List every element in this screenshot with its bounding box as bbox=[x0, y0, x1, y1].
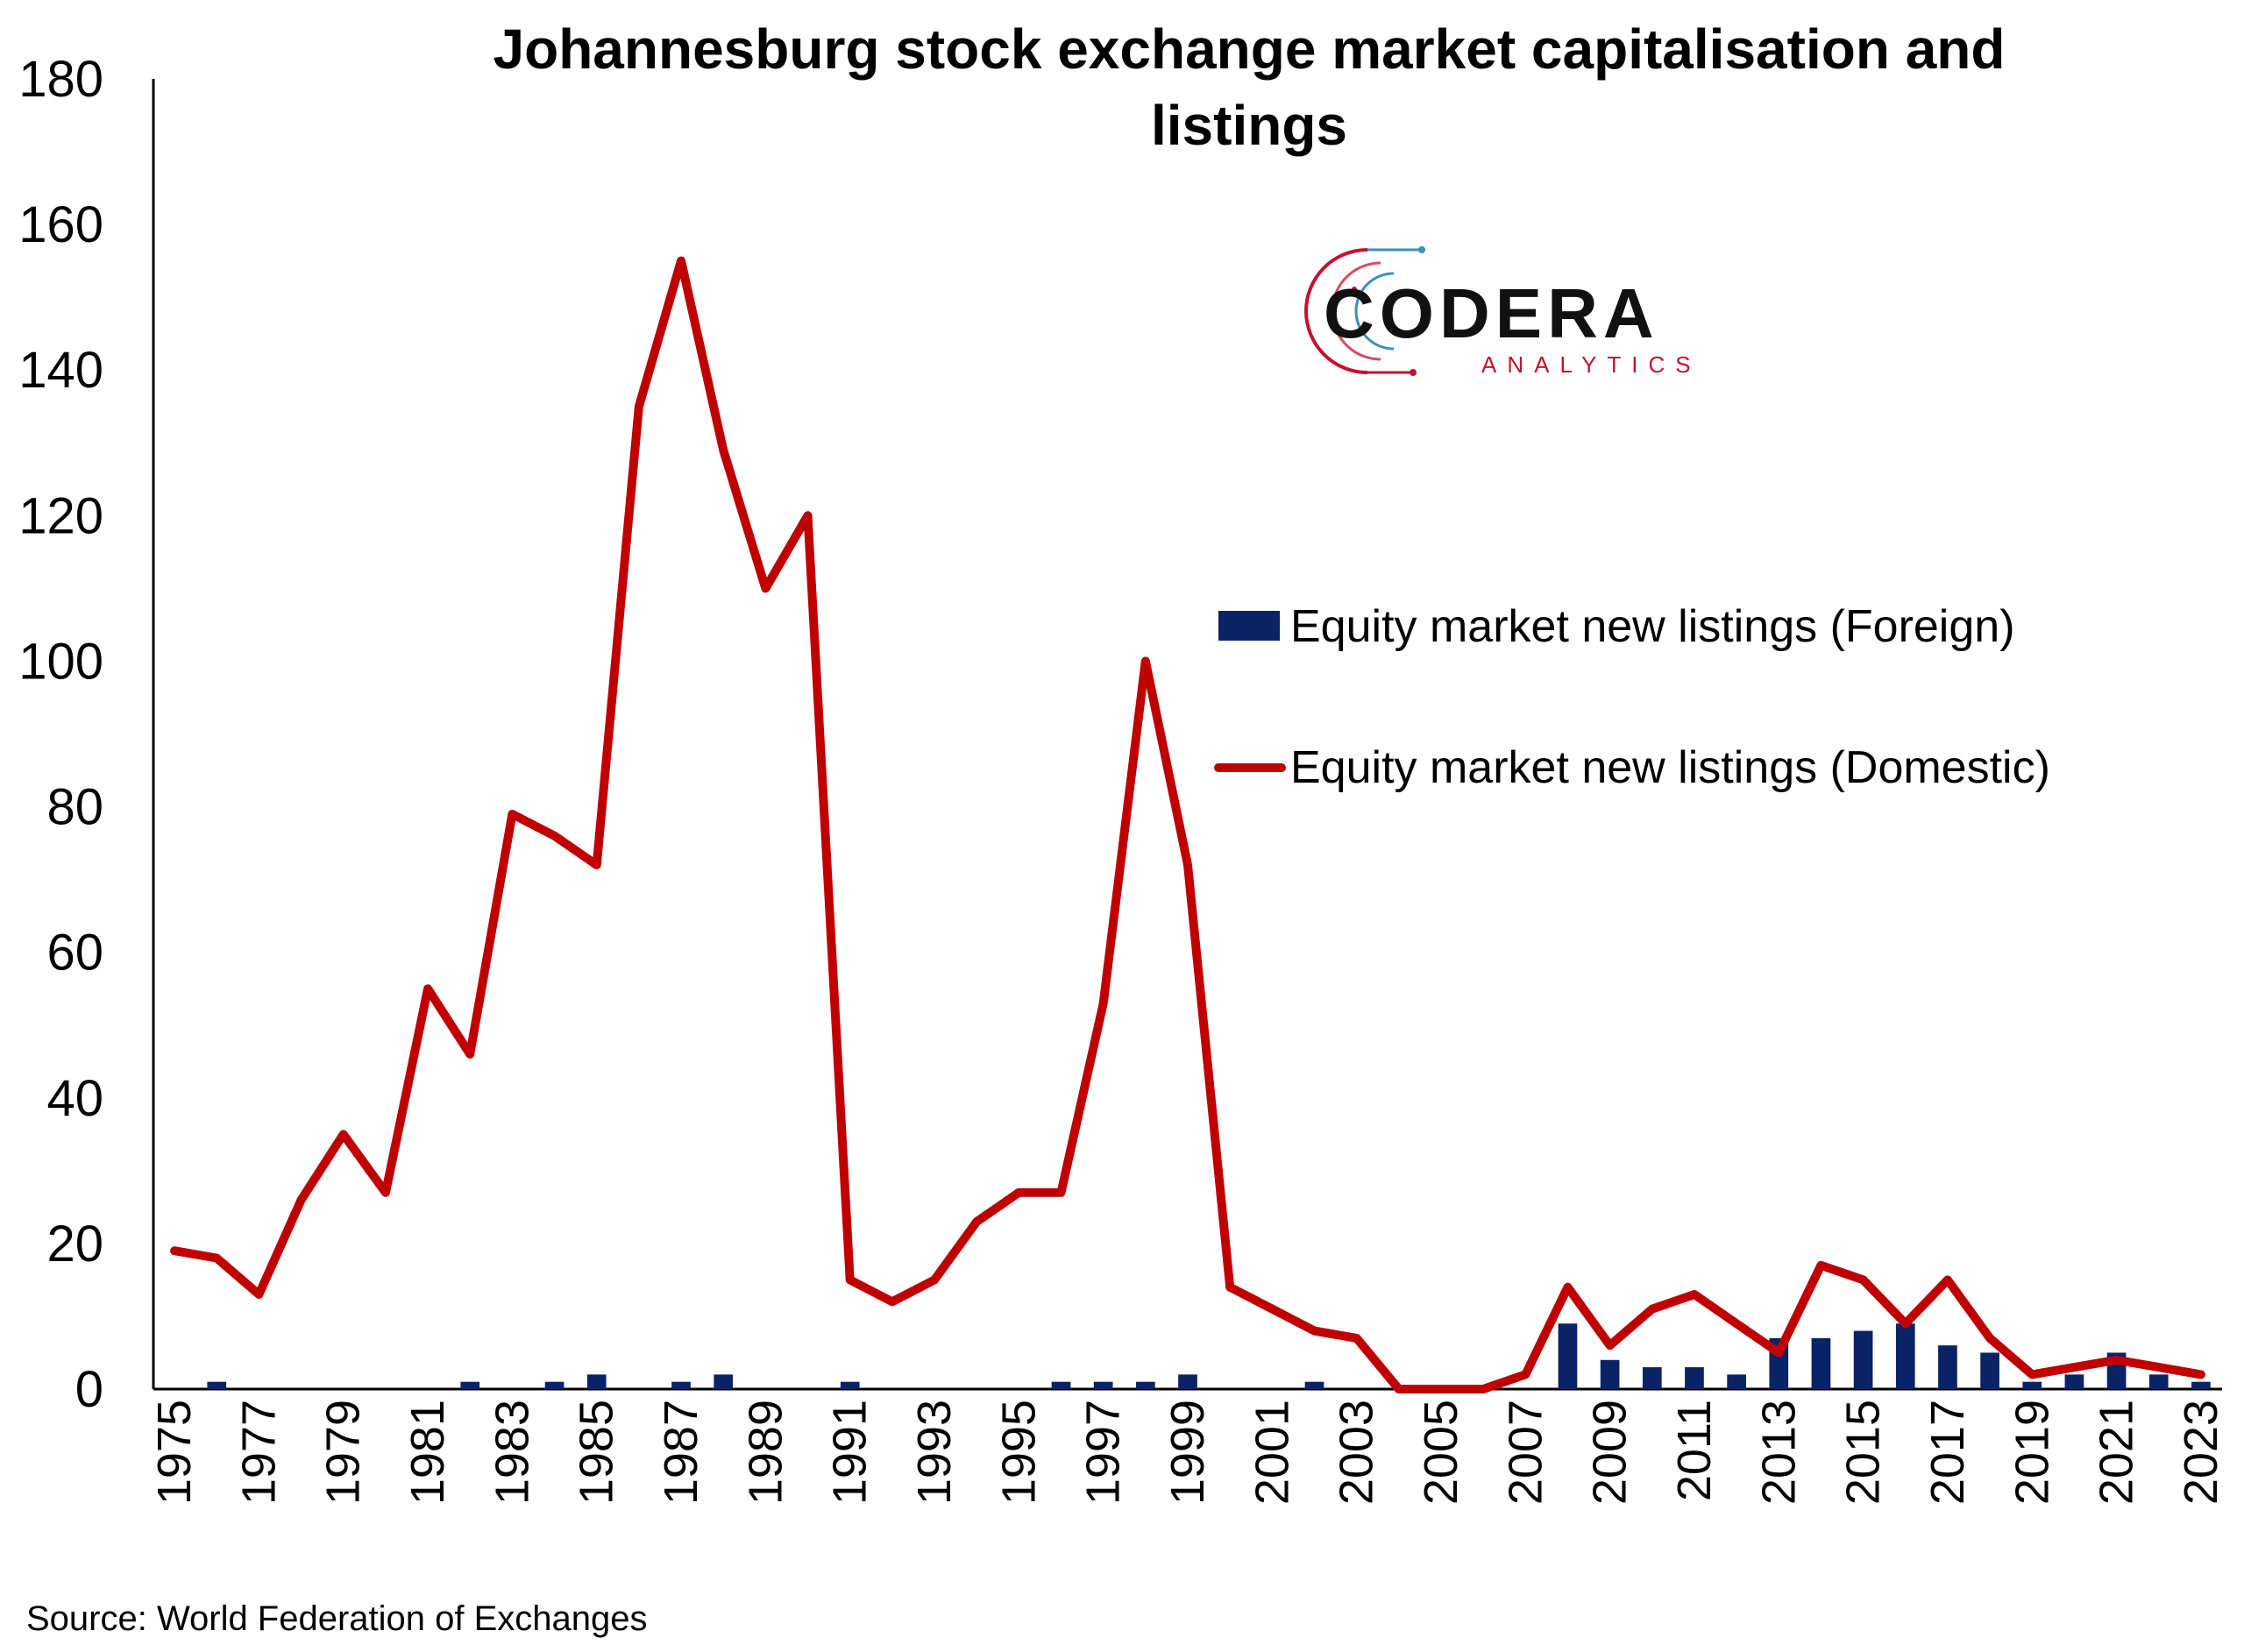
x-tick-label: 2023 bbox=[2175, 1400, 2227, 1505]
bar-foreign-2016 bbox=[1895, 1323, 1915, 1389]
x-tick-label: 1975 bbox=[148, 1400, 201, 1505]
bar-foreign-1999 bbox=[1178, 1374, 1197, 1389]
bar-foreign-1987 bbox=[671, 1381, 691, 1389]
y-tick-label: 100 bbox=[18, 633, 103, 690]
x-tick-label: 1977 bbox=[232, 1400, 285, 1505]
bar-foreign-2009 bbox=[1600, 1359, 1620, 1389]
y-tick-label: 140 bbox=[18, 342, 103, 399]
x-tick-label: 2007 bbox=[1499, 1400, 1552, 1505]
line-domestic bbox=[170, 256, 2205, 1393]
source-note: Source: World Federation of Exchanges bbox=[26, 1599, 648, 1638]
chart-title-line2: listings bbox=[1151, 94, 1347, 157]
x-tick-label: 2017 bbox=[1921, 1400, 1974, 1505]
bar-foreign-2019 bbox=[2022, 1381, 2042, 1389]
x-tick-label: 2011 bbox=[1668, 1400, 1721, 1501]
bar-foreign-1988 bbox=[714, 1374, 734, 1389]
bar-foreign-1976 bbox=[207, 1381, 227, 1389]
x-tick-label: 2021 bbox=[2091, 1400, 2143, 1505]
x-tick-label: 1985 bbox=[571, 1400, 623, 1505]
x-tick-label: 1993 bbox=[908, 1400, 961, 1505]
y-tick-label: 120 bbox=[18, 487, 103, 544]
bar-foreign-2010 bbox=[1642, 1367, 1662, 1389]
x-tick-label: 1983 bbox=[486, 1400, 538, 1505]
bar-foreign-1984 bbox=[544, 1381, 565, 1389]
bar-foreign-2018 bbox=[1980, 1352, 1999, 1389]
y-tick-label: 20 bbox=[46, 1216, 103, 1273]
bar-foreign-2011 bbox=[1685, 1367, 1704, 1389]
x-tick-label: 1999 bbox=[1161, 1400, 1214, 1505]
legend-swatch-foreign bbox=[1218, 611, 1280, 641]
x-tick-label: 2001 bbox=[1246, 1400, 1298, 1505]
legend-label-domestic: Equity market new listings (Domestic) bbox=[1290, 742, 2050, 793]
bar-foreign-2020 bbox=[2064, 1374, 2084, 1389]
logo-circuit-icon bbox=[1304, 246, 1425, 376]
x-tick-label: 1987 bbox=[655, 1400, 707, 1505]
legend-label-foreign: Equity market new listings (Foreign) bbox=[1290, 601, 2015, 652]
x-tick-label: 2009 bbox=[1584, 1400, 1637, 1505]
bar-foreign-2022 bbox=[2148, 1374, 2169, 1389]
codera-logo: CODERA ANALYTICS bbox=[1304, 246, 1701, 378]
x-tick-label: 1979 bbox=[317, 1400, 370, 1505]
bar-foreign-1996 bbox=[1051, 1381, 1071, 1389]
plot-area: 0 20 40 60 80 100 120 140 160 180 1975 1977 1979 1981… bbox=[18, 51, 2227, 1505]
bar-foreign-2012 bbox=[1727, 1374, 1746, 1389]
y-tick-label: 80 bbox=[46, 779, 103, 836]
bar-foreign-1998 bbox=[1136, 1381, 1155, 1389]
y-tick-label: 0 bbox=[75, 1361, 103, 1418]
chart-title-line1: Johannesburg stock exchange market capit… bbox=[494, 18, 2006, 81]
bar-foreign-1997 bbox=[1093, 1381, 1113, 1389]
x-tick-label: 1991 bbox=[824, 1400, 877, 1505]
x-tick-label: 2003 bbox=[1331, 1400, 1383, 1505]
x-tick-label: 2019 bbox=[2006, 1400, 2058, 1505]
bar-foreign-1991 bbox=[840, 1381, 860, 1389]
legend: Equity market new listings (Foreign) Equ… bbox=[1214, 601, 2050, 793]
x-tick-label: 1995 bbox=[992, 1400, 1045, 1505]
bar-foreign-2008 bbox=[1558, 1323, 1578, 1389]
bar-foreign-1985 bbox=[586, 1374, 607, 1389]
y-tick-label: 180 bbox=[18, 51, 103, 108]
x-tick-label: 2005 bbox=[1415, 1400, 1467, 1505]
bar-foreign-2023 bbox=[2191, 1381, 2211, 1389]
x-tick-label: 1989 bbox=[739, 1400, 792, 1505]
logo-text: CODERA bbox=[1324, 274, 1659, 352]
bar-foreign-2014 bbox=[1811, 1337, 1831, 1389]
bar-foreign-1982 bbox=[460, 1381, 480, 1389]
x-tick-label: 1981 bbox=[401, 1400, 454, 1505]
y-tick-label: 160 bbox=[18, 196, 103, 253]
x-tick-label: 2013 bbox=[1752, 1400, 1805, 1505]
x-tick-label: 2015 bbox=[1837, 1400, 1890, 1505]
y-tick-label: 40 bbox=[46, 1070, 103, 1127]
y-tick-label: 60 bbox=[46, 925, 103, 982]
bar-foreign-2015 bbox=[1853, 1330, 1873, 1389]
bar-foreign-2002 bbox=[1304, 1381, 1324, 1389]
logo-subtext: ANALYTICS bbox=[1481, 351, 1701, 378]
bar-foreign-2017 bbox=[1938, 1345, 1957, 1389]
x-tick-label: 1997 bbox=[1077, 1400, 1130, 1505]
